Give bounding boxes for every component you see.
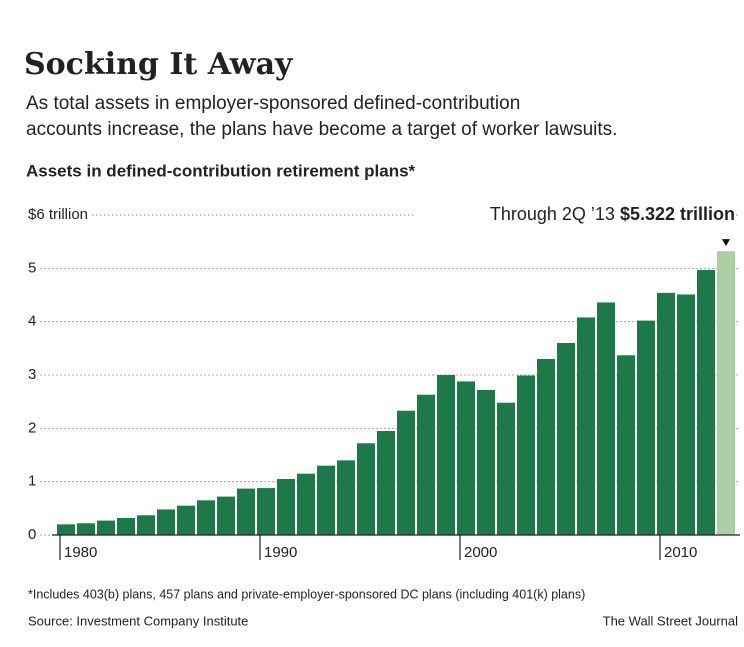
axis-title: Assets in defined-contribution retiremen… xyxy=(26,161,416,180)
bar xyxy=(537,359,555,535)
bar xyxy=(637,320,655,535)
bar xyxy=(117,517,135,535)
bar xyxy=(437,375,455,535)
bar xyxy=(177,505,195,535)
bar xyxy=(397,410,415,535)
subtitle: As total assets in employer-sponsored de… xyxy=(26,93,520,114)
bar xyxy=(597,302,615,535)
bar xyxy=(157,509,175,535)
x-tick-label: 1990 xyxy=(264,544,297,561)
bar xyxy=(237,488,255,535)
chart-title: Socking It Away xyxy=(24,47,294,82)
bar xyxy=(477,389,495,535)
bar xyxy=(557,343,575,535)
bar xyxy=(357,443,375,535)
y-tick-label: 0 xyxy=(28,526,36,543)
bar xyxy=(417,394,435,535)
bar xyxy=(697,269,715,535)
value-label: $5.322 trillion xyxy=(620,204,735,224)
subtitle: accounts increase, the plans have become… xyxy=(26,119,617,140)
x-tick-label: 2010 xyxy=(664,544,697,561)
bar xyxy=(457,381,475,535)
bar xyxy=(717,251,735,535)
bar xyxy=(577,317,595,535)
pointer xyxy=(722,239,730,247)
y-tick-label: 2 xyxy=(28,419,36,436)
y-tick-label: 4 xyxy=(28,313,36,330)
x-tick-label: 2000 xyxy=(464,544,497,561)
bar xyxy=(517,375,535,535)
bar xyxy=(57,524,75,535)
footnote: *Includes 403(b) plans, 457 plans and pr… xyxy=(28,587,585,601)
bar xyxy=(257,488,275,535)
y-tick-label: 3 xyxy=(28,366,36,383)
bar xyxy=(657,292,675,535)
bar xyxy=(197,500,215,535)
bar xyxy=(377,431,395,535)
bar xyxy=(677,294,695,535)
x-tick-label: 1980 xyxy=(64,544,97,561)
y-tick-label: 1 xyxy=(28,473,36,490)
bar xyxy=(617,355,635,535)
bar xyxy=(217,496,235,535)
bar xyxy=(497,402,515,535)
bar xyxy=(97,520,115,535)
bar xyxy=(137,515,155,535)
annotation-bg xyxy=(415,203,735,227)
bar xyxy=(317,465,335,535)
bar xyxy=(297,473,315,535)
source: Source: Investment Company Institute xyxy=(28,613,248,628)
bar xyxy=(337,460,355,535)
credit: The Wall Street Journal xyxy=(603,613,738,628)
y-tick-label: $6 trillion xyxy=(28,206,88,223)
annotation: Through 2Q ’13 $5.322 trillion xyxy=(490,204,735,224)
bar xyxy=(77,523,95,535)
y-tick-label: 5 xyxy=(28,259,36,276)
annotation-text: Through 2Q ’13 xyxy=(490,204,615,224)
bar xyxy=(277,479,295,535)
